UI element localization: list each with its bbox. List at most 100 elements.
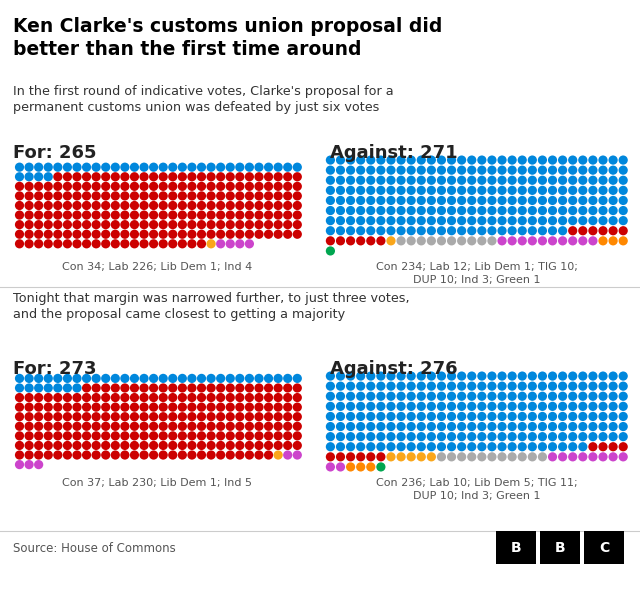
Point: [100, 374, 111, 383]
Point: [62, 450, 72, 460]
Point: [406, 196, 416, 205]
Point: [216, 163, 226, 172]
Point: [43, 383, 53, 393]
Point: [14, 440, 24, 450]
Point: [43, 191, 53, 201]
Point: [456, 226, 467, 236]
Point: [477, 432, 487, 442]
Point: [43, 172, 53, 182]
Point: [456, 412, 467, 421]
Point: [527, 432, 538, 442]
Point: [14, 403, 24, 412]
Point: [91, 421, 101, 431]
Point: [168, 172, 178, 182]
Point: [52, 200, 63, 210]
Point: [406, 185, 416, 195]
Point: [264, 200, 274, 210]
Point: [158, 374, 168, 383]
Point: [416, 432, 426, 442]
Point: [177, 229, 188, 239]
Point: [547, 216, 557, 226]
Point: [436, 206, 447, 215]
Point: [608, 236, 618, 245]
Point: [608, 442, 618, 452]
Point: [158, 220, 168, 229]
Point: [517, 175, 527, 185]
Point: [538, 206, 548, 215]
Point: [187, 229, 197, 239]
Point: [497, 422, 507, 431]
Point: [365, 185, 376, 195]
Point: [568, 412, 578, 421]
Point: [517, 196, 527, 205]
Point: [477, 422, 487, 431]
Point: [547, 155, 557, 165]
Point: [386, 206, 396, 215]
Point: [72, 412, 82, 422]
Point: [273, 412, 284, 422]
Point: [283, 450, 293, 460]
Point: [376, 185, 386, 195]
Point: [264, 450, 274, 460]
Point: [447, 206, 457, 215]
Point: [177, 374, 188, 383]
Point: [187, 403, 197, 412]
Point: [335, 412, 346, 421]
Point: [43, 440, 53, 450]
Point: [264, 421, 274, 431]
Point: [81, 440, 92, 450]
Point: [14, 172, 24, 182]
Point: [14, 191, 24, 201]
Point: [33, 191, 44, 201]
Point: [91, 440, 101, 450]
Point: [527, 452, 538, 461]
Point: [406, 371, 416, 381]
Point: [578, 432, 588, 442]
Point: [91, 431, 101, 440]
Point: [396, 236, 406, 245]
Point: [225, 421, 236, 431]
Point: [416, 216, 426, 226]
Point: [206, 210, 216, 220]
Point: [33, 450, 44, 460]
Point: [527, 155, 538, 165]
Point: [497, 226, 507, 236]
Point: [225, 163, 236, 172]
Point: [426, 226, 436, 236]
Point: [356, 196, 366, 205]
Point: [538, 442, 548, 452]
Point: [538, 196, 548, 205]
Point: [24, 200, 34, 210]
Point: [356, 166, 366, 175]
Point: [568, 155, 578, 165]
Point: [365, 432, 376, 442]
Point: [497, 166, 507, 175]
Point: [129, 403, 140, 412]
Point: [477, 412, 487, 421]
Point: [426, 175, 436, 185]
Point: [487, 226, 497, 236]
Point: [507, 236, 517, 245]
Point: [91, 182, 101, 191]
Point: [110, 200, 120, 210]
Point: [168, 450, 178, 460]
Point: [110, 374, 120, 383]
Point: [456, 401, 467, 411]
Point: [325, 185, 335, 195]
Point: [507, 401, 517, 411]
Point: [244, 229, 255, 239]
Point: [235, 431, 245, 440]
Point: [618, 422, 628, 431]
Point: [129, 163, 140, 172]
Point: [376, 422, 386, 431]
Point: [62, 403, 72, 412]
Point: [517, 236, 527, 245]
Point: [72, 182, 82, 191]
Point: [598, 185, 608, 195]
Point: [346, 462, 356, 472]
Point: [497, 155, 507, 165]
Point: [139, 403, 149, 412]
Point: [356, 442, 366, 452]
Point: [608, 206, 618, 215]
Point: [110, 383, 120, 393]
